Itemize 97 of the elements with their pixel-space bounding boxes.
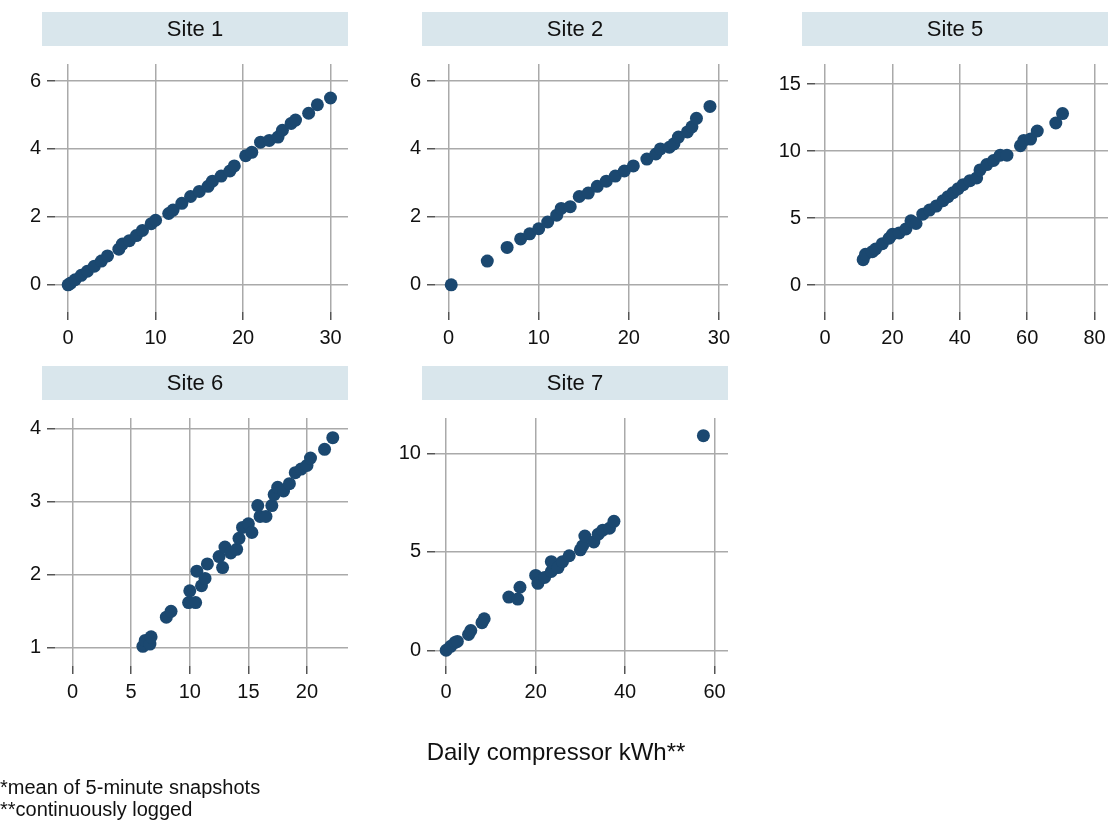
text: *mean of 5-minute snapshots: [0, 776, 261, 798]
point: [511, 592, 525, 606]
point: [477, 612, 491, 626]
x-tick-label: 30: [707, 325, 731, 348]
x-tick-label: 0: [442, 325, 455, 348]
point: [100, 249, 114, 263]
x-tick-label: 5: [125, 679, 137, 702]
x-tick-label: 20: [524, 679, 547, 702]
x-tick-label: 20: [295, 679, 319, 702]
y-tick-label: 10: [398, 440, 421, 463]
point: [135, 223, 149, 237]
chart-title: Site 5: [802, 12, 1108, 46]
point: [251, 499, 265, 513]
x-axis-title: Daily compressor kWh**: [425, 738, 687, 766]
x-tick-label: 40: [613, 679, 637, 702]
y-tick-label: 2: [409, 204, 421, 227]
point: [500, 240, 514, 254]
point: [216, 561, 230, 575]
x-tick-label: 0: [67, 679, 79, 702]
point: [563, 200, 577, 214]
y-tick-label: 0: [29, 272, 41, 295]
x-tick-label: 0: [62, 325, 74, 348]
point: [696, 429, 710, 443]
point: [198, 571, 212, 585]
point: [245, 145, 259, 159]
x-tick-label: 20: [231, 325, 255, 348]
y-tick-label: 6: [29, 68, 41, 91]
y-tick-label: 10: [778, 138, 801, 161]
point: [626, 159, 640, 173]
point: [230, 542, 244, 556]
point: [200, 557, 214, 571]
point: [581, 186, 595, 200]
chart-title: Site 6: [42, 366, 348, 400]
y-tick-label: 6: [409, 68, 421, 91]
y-tick-label: 4: [409, 136, 421, 159]
x-tick-label: 20: [617, 325, 640, 348]
point: [318, 442, 332, 456]
point: [1024, 132, 1038, 146]
point: [1030, 124, 1044, 138]
chart-title: Site 1: [42, 12, 348, 46]
text: **continuously logged: [0, 798, 194, 820]
point: [164, 604, 178, 618]
point: [175, 196, 189, 210]
point: [562, 549, 576, 563]
point: [265, 499, 279, 513]
point: [1056, 107, 1070, 121]
point: [703, 99, 717, 113]
x-tick-label: 0: [819, 325, 831, 348]
y-tick-label: 2: [29, 562, 41, 585]
chart-title: Site 7: [422, 366, 728, 400]
x-tick-label: 10: [527, 325, 550, 348]
point: [289, 113, 303, 127]
chart-title: Site 2: [422, 12, 728, 46]
point: [513, 580, 527, 594]
point: [480, 254, 494, 268]
point: [324, 91, 338, 105]
point: [190, 564, 204, 578]
x-tick-label: 30: [319, 325, 342, 348]
point: [302, 106, 316, 120]
point: [444, 278, 458, 292]
point: [532, 222, 546, 236]
x-tick-label: 10: [144, 325, 167, 348]
y-tick-label: 5: [409, 539, 421, 562]
x-tick-label: 40: [948, 325, 971, 348]
y-tick-label: 1: [29, 635, 41, 658]
y-tick-label: 0: [409, 637, 421, 660]
point: [275, 123, 289, 137]
point: [607, 514, 621, 528]
x-tick-label: 80: [1083, 325, 1106, 348]
point: [304, 451, 317, 465]
point: [541, 215, 555, 229]
y-tick-label: 4: [29, 136, 41, 159]
x-tick-label: 0: [440, 679, 452, 702]
x-tick-label: 60: [1016, 325, 1039, 348]
x-tick-label: 15: [237, 679, 260, 702]
point: [326, 431, 340, 445]
point: [149, 213, 163, 227]
y-tick-label: 15: [778, 71, 801, 94]
x-tick-label: 20: [881, 325, 904, 348]
x-tick-label: 10: [178, 679, 201, 702]
point: [310, 98, 324, 112]
x-tick-label: 60: [703, 679, 726, 702]
point: [144, 630, 158, 644]
point: [1049, 116, 1063, 130]
y-tick-label: 5: [789, 205, 801, 228]
point: [689, 111, 703, 125]
point: [183, 584, 197, 598]
point: [245, 526, 259, 540]
point: [227, 159, 241, 173]
y-tick-label: 2: [29, 204, 41, 227]
y-tick-label: 0: [789, 272, 801, 295]
y-tick-label: 0: [409, 272, 421, 295]
point: [232, 531, 246, 545]
point: [282, 477, 296, 491]
y-tick-label: 3: [29, 489, 41, 512]
point: [464, 624, 478, 638]
y-tick-label: 4: [29, 416, 41, 439]
